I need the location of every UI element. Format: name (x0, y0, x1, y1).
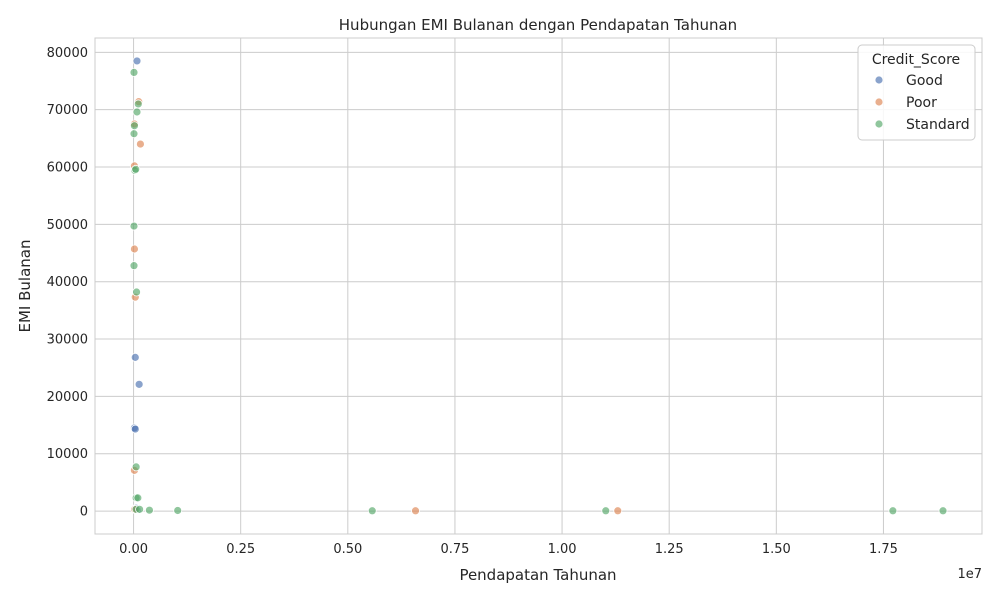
data-point-standard (145, 505, 154, 515)
data-point-good (130, 424, 140, 434)
legend-box (857, 44, 976, 141)
data-point-standard (367, 506, 377, 516)
y-tick-label: 40000 (47, 275, 88, 290)
y-tick-label: 80000 (47, 46, 88, 61)
data-point-good (132, 56, 142, 66)
y-tick-label: 20000 (47, 390, 88, 405)
x-tick-label: 0.00 (119, 542, 148, 557)
data-point-standard (173, 506, 183, 515)
data-point-standard (133, 493, 143, 503)
legend-label: Good (906, 73, 943, 89)
data-point-poor (411, 506, 420, 516)
data-point-standard (133, 99, 143, 109)
data-point-standard (131, 164, 141, 174)
data-point-standard (129, 261, 139, 271)
data-point-standard (130, 121, 139, 131)
data-point-standard (132, 287, 141, 297)
data-point-standard (132, 107, 142, 117)
data-point-standard (131, 462, 141, 472)
x-tick-label: 1.75 (869, 542, 898, 557)
data-point-standard (888, 506, 898, 516)
data-point-good (130, 352, 140, 362)
x-tick-label: 1.50 (762, 542, 791, 557)
plot-area (94, 37, 983, 535)
legend: Credit_Score Good Poor Standard (857, 44, 976, 141)
y-tick-label: 70000 (47, 103, 88, 118)
y-tick-label: 10000 (47, 447, 88, 462)
x-tick-label: 0.25 (226, 542, 255, 557)
data-point-good (134, 379, 144, 389)
y-tick-label: 0 (80, 505, 88, 520)
data-point-standard (129, 221, 139, 231)
y-tick-label: 30000 (47, 333, 88, 348)
data-points (129, 56, 948, 516)
legend-marker (874, 119, 884, 129)
data-point-poor (136, 139, 145, 149)
x-axis-offset-label: 1e7 (957, 567, 982, 582)
x-tick-label: 0.50 (333, 542, 362, 557)
legend-marker (874, 75, 884, 85)
y-tick-label: 60000 (47, 161, 88, 176)
data-point-poor (613, 506, 623, 516)
chart-title: Hubungan EMI Bulanan dengan Pendapatan T… (339, 16, 737, 34)
data-point-standard (135, 504, 144, 514)
x-tick-label: 1.00 (548, 542, 577, 557)
data-point-standard (938, 506, 948, 516)
grid-lines (95, 38, 982, 534)
data-point-standard (601, 506, 611, 516)
x-tick-label: 1.25 (655, 542, 684, 557)
x-axis-ticks: 0.00 0.25 0.50 0.75 1.00 1.25 1.50 1.75 (119, 542, 898, 557)
y-axis-ticks: 0 10000 20000 30000 40000 50000 60000 70000 8000… (47, 46, 88, 520)
data-point-standard (129, 68, 139, 77)
legend-title: Credit_Score (872, 52, 960, 68)
legend-marker (874, 97, 884, 107)
data-point-poor (130, 244, 139, 254)
y-tick-label: 50000 (47, 218, 88, 233)
x-tick-label: 0.75 (440, 542, 469, 557)
legend-label: Standard (906, 117, 970, 133)
legend-label: Poor (906, 95, 937, 111)
x-axis-label: Pendapatan Tahunan (459, 566, 616, 584)
data-point-standard (129, 129, 139, 139)
y-axis-label: EMI Bulanan (16, 240, 34, 333)
